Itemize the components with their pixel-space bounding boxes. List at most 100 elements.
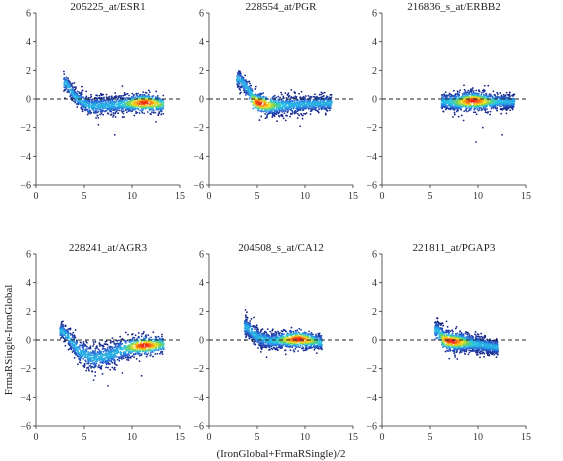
data-point [147, 89, 150, 92]
data-point [113, 104, 116, 107]
data-point [125, 342, 127, 344]
data-point [109, 368, 112, 371]
data-point [96, 347, 98, 350]
data-point [123, 94, 126, 96]
data-point [135, 110, 137, 113]
data-point [80, 341, 83, 344]
data-point [76, 97, 79, 100]
data-point [139, 109, 142, 112]
data-point [162, 94, 165, 97]
data-point [137, 92, 139, 95]
data-point [92, 357, 95, 360]
data-point [298, 92, 300, 95]
y-tick-label: 2 [372, 66, 377, 77]
data-point [96, 111, 98, 114]
data-point [310, 96, 313, 99]
data-point [240, 80, 243, 82]
data-point [139, 101, 142, 104]
data-point [255, 95, 257, 98]
data-point [270, 98, 272, 100]
data-point [74, 329, 77, 331]
data-point [84, 359, 87, 362]
data-point [94, 347, 97, 350]
data-point [143, 101, 146, 104]
data-point [132, 108, 135, 111]
data-point [95, 109, 97, 112]
data-point [88, 356, 90, 359]
data-point [106, 104, 109, 107]
data-point [136, 337, 138, 340]
data-point [149, 102, 152, 105]
data-point [81, 110, 84, 113]
data-point [308, 103, 311, 105]
data-point [143, 112, 146, 115]
data-point [76, 347, 78, 350]
data-point [110, 104, 113, 107]
data-point [265, 111, 268, 114]
data-point [65, 76, 68, 79]
data-point [236, 72, 239, 74]
data-point [239, 92, 241, 95]
data-point [71, 341, 74, 344]
data-point [118, 359, 121, 362]
data-point [161, 333, 163, 336]
data-point [236, 78, 238, 81]
data-point [96, 94, 99, 97]
data-point [71, 334, 74, 337]
data-point [301, 117, 304, 120]
data-point [137, 96, 139, 98]
data-point [304, 98, 306, 101]
data-point [318, 108, 321, 110]
outlier-point [284, 119, 287, 122]
data-point [147, 352, 150, 355]
data-point [87, 368, 90, 371]
data-point [122, 110, 125, 112]
data-point [101, 356, 103, 359]
data-point [244, 94, 247, 96]
data-point [475, 113, 478, 116]
data-point [483, 84, 486, 87]
data-point [303, 112, 305, 115]
data-point [301, 109, 304, 112]
data-point [273, 111, 276, 114]
data-point [112, 340, 115, 343]
data-point [487, 111, 490, 113]
data-point [110, 113, 113, 116]
data-point [296, 112, 299, 115]
y-tick-label: 2 [26, 307, 31, 318]
data-point [489, 110, 492, 113]
data-point [105, 104, 107, 107]
y-tick-label: 6 [26, 9, 31, 20]
data-point [63, 73, 66, 76]
data-point [78, 361, 81, 364]
data-point [75, 86, 77, 89]
data-point [123, 102, 126, 105]
data-point [511, 94, 514, 97]
data-point [294, 103, 297, 106]
data-point [145, 353, 148, 356]
data-point [67, 335, 69, 338]
data-point [93, 362, 95, 364]
data-point [138, 102, 141, 105]
data-point [138, 354, 141, 357]
data-point [162, 112, 165, 115]
data-point [76, 90, 79, 93]
data-point [86, 348, 88, 350]
data-point [113, 352, 116, 355]
data-point [93, 97, 96, 99]
data-point [118, 95, 121, 97]
data-point [458, 91, 461, 94]
data-point [151, 111, 153, 114]
data-point [307, 95, 310, 97]
data-point [284, 92, 287, 94]
data-point [114, 116, 117, 118]
x-tick-label: 5 [82, 191, 87, 202]
data-point [259, 102, 262, 104]
data-point [303, 102, 306, 105]
data-point [310, 107, 313, 110]
data-point [78, 348, 81, 351]
data-point [152, 355, 154, 358]
data-point [265, 108, 268, 110]
data-point [72, 331, 75, 334]
